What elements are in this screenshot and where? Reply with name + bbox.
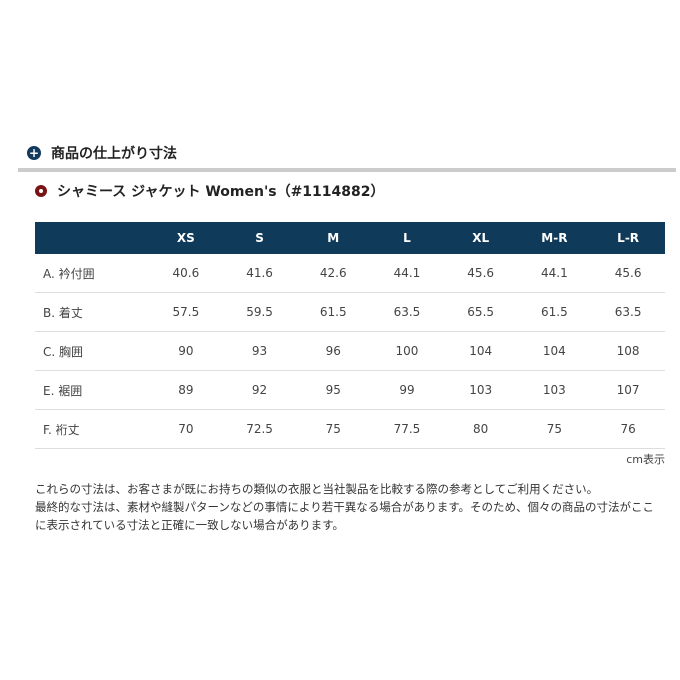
table-cell: 40.6: [149, 254, 223, 293]
table-cell: 76: [591, 409, 665, 449]
table-cell: 93: [222, 331, 297, 371]
table-cell: 72.5: [222, 409, 297, 449]
column-header: XS: [149, 222, 223, 254]
row-label: E. 裾囲: [35, 370, 149, 410]
table-cell: 104: [443, 331, 518, 371]
table-cell: 77.5: [370, 409, 444, 449]
table-cell: 75: [517, 409, 592, 449]
table-cell: 89: [149, 370, 223, 410]
table-cell: 63.5: [591, 292, 665, 332]
table-cell: 61.5: [296, 292, 371, 332]
table-cell: 59.5: [222, 292, 297, 332]
table-row: C. 胸囲 90 93 96 100 104 104 108: [35, 331, 665, 371]
table-cell: 75: [296, 409, 371, 449]
table-header-row: XS S M L XL M-R L-R: [35, 222, 665, 254]
column-header: XL: [443, 222, 518, 254]
table-cell: 44.1: [370, 254, 444, 293]
circle-bullet-icon: [35, 185, 47, 197]
table-cell: 104: [517, 331, 592, 371]
table-cell: 95: [296, 370, 371, 410]
table-cell: 103: [443, 370, 518, 410]
column-header: [35, 222, 149, 254]
column-header: M: [296, 222, 371, 254]
table-row: B. 着丈 57.5 59.5 61.5 63.5 65.5 61.5 63.5: [35, 292, 665, 332]
section-title: 商品の仕上がり寸法: [51, 146, 177, 162]
table-cell: 107: [591, 370, 665, 410]
row-label: F. 裄丈: [35, 409, 149, 449]
plus-circle-icon: +: [27, 146, 41, 160]
unit-note: cm表示: [626, 453, 665, 466]
section-heading: + 商品の仕上がり寸法: [27, 143, 177, 163]
table-cell: 92: [222, 370, 297, 410]
table-cell: 65.5: [443, 292, 518, 332]
table-row: A. 衿付囲 40.6 41.6 42.6 44.1 45.6 44.1 45.6: [35, 254, 665, 293]
table-cell: 100: [370, 331, 444, 371]
row-label: A. 衿付囲: [35, 254, 149, 293]
column-header: M-R: [517, 222, 592, 254]
column-header: L-R: [591, 222, 665, 254]
table-cell: 99: [370, 370, 444, 410]
row-label: B. 着丈: [35, 292, 149, 332]
row-label: C. 胸囲: [35, 331, 149, 371]
table-cell: 61.5: [517, 292, 592, 332]
column-header: S: [222, 222, 297, 254]
product-title: シャミース ジャケット Women's（#1114882）: [57, 184, 385, 200]
size-table: XS S M L XL M-R L-R A. 衿付囲 40.6 41.6 42.6 44…: [35, 222, 665, 449]
disclaimer-line: これらの寸法は、お客さまが既にお持ちの類似の衣服と当社製品を比較する際の参考とし…: [35, 482, 599, 496]
table-cell: 45.6: [591, 254, 665, 293]
table-cell: 108: [591, 331, 665, 371]
table-cell: 45.6: [443, 254, 518, 293]
table-row: E. 裾囲 89 92 95 99 103 103 107: [35, 370, 665, 410]
product-heading: シャミース ジャケット Women's（#1114882）: [35, 181, 385, 201]
divider: [18, 168, 676, 172]
table-cell: 103: [517, 370, 592, 410]
table-cell: 57.5: [149, 292, 223, 332]
disclaimer-line: 最終的な寸法は、素材や縫製パターンなどの事情により若干異なる場合があります。その…: [35, 500, 655, 532]
table-cell: 42.6: [296, 254, 371, 293]
table-cell: 90: [149, 331, 223, 371]
table-cell: 63.5: [370, 292, 444, 332]
column-header: L: [370, 222, 444, 254]
disclaimer: これらの寸法は、お客さまが既にお持ちの類似の衣服と当社製品を比較する際の参考とし…: [35, 480, 665, 534]
table-cell: 96: [296, 331, 371, 371]
table-cell: 70: [149, 409, 223, 449]
table-row: F. 裄丈 70 72.5 75 77.5 80 75 76: [35, 409, 665, 449]
table-cell: 80: [443, 409, 518, 449]
table-cell: 44.1: [517, 254, 592, 293]
table-cell: 41.6: [222, 254, 297, 293]
